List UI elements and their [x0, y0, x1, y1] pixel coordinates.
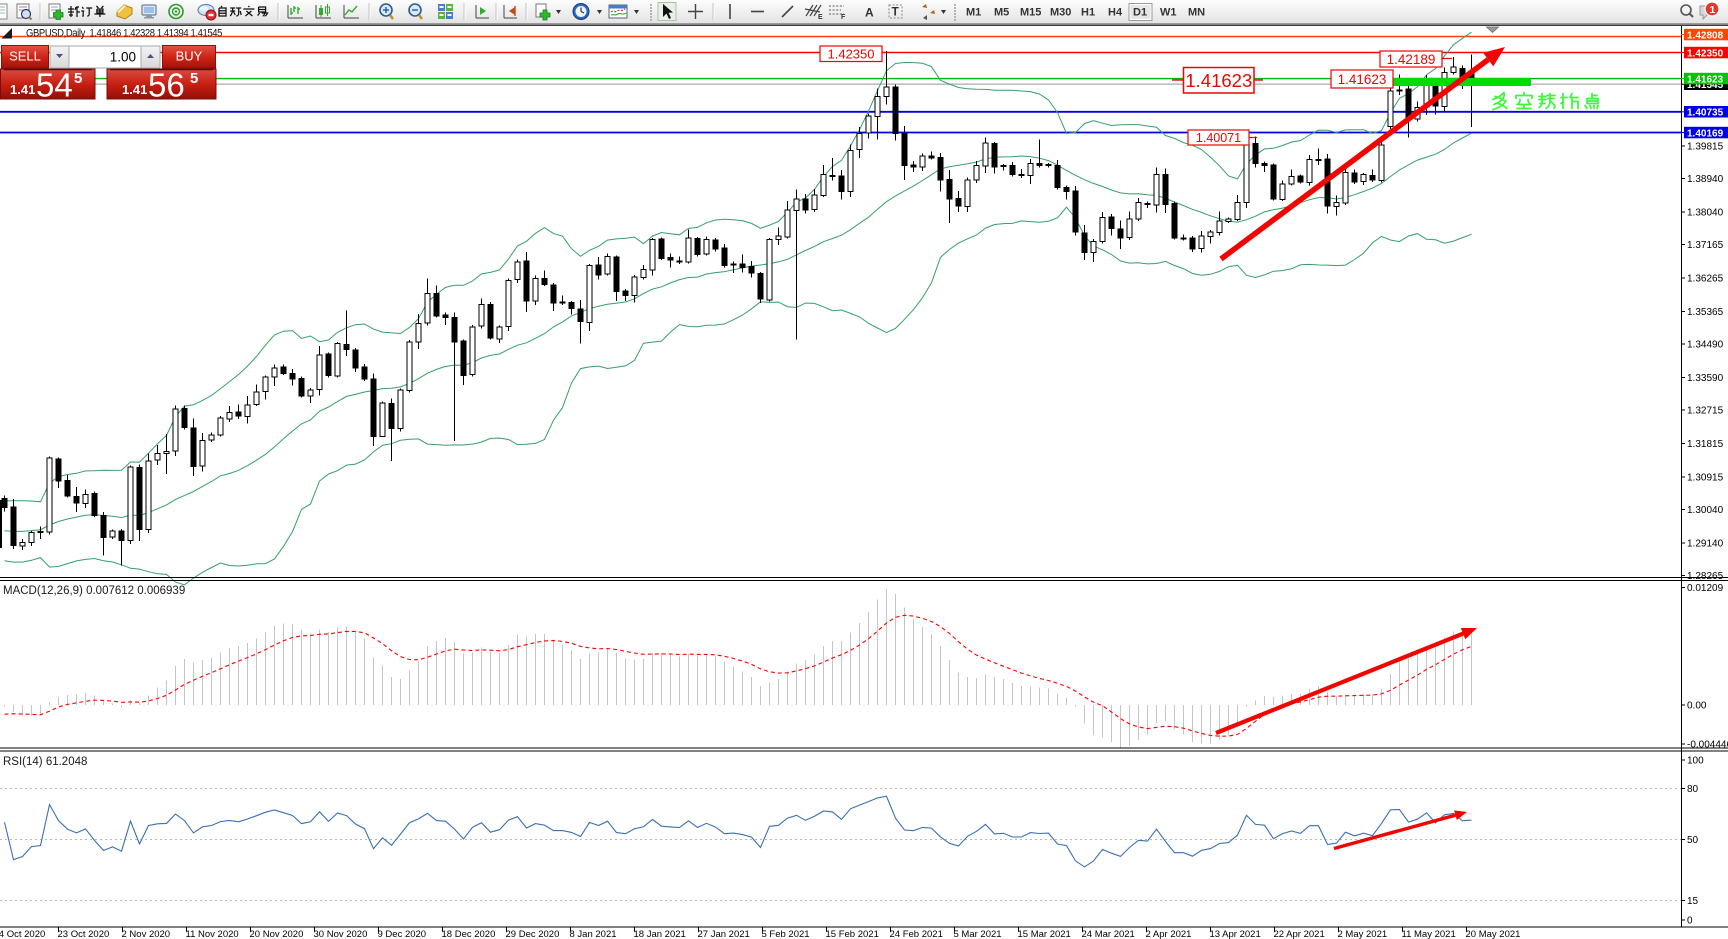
svg-text:M30: M30 [1050, 7, 1071, 19]
svg-text:M1: M1 [966, 7, 981, 19]
svg-text:15 Mar 2021: 15 Mar 2021 [1018, 929, 1071, 939]
svg-text:M5: M5 [994, 7, 1009, 19]
svg-text:E: E [818, 14, 823, 21]
svg-text:29 Dec 2020: 29 Dec 2020 [506, 929, 560, 939]
svg-text:MACD(12,26,9) 0.007612 0.00693: MACD(12,26,9) 0.007612 0.006939 [3, 585, 185, 597]
svg-text:0.00: 0.00 [1687, 701, 1707, 712]
svg-text:1.30915: 1.30915 [1687, 473, 1724, 484]
svg-text:8 Jan 2021: 8 Jan 2021 [570, 929, 617, 939]
svg-text:SELL: SELL [9, 49, 41, 64]
svg-text:1.34490: 1.34490 [1687, 340, 1724, 351]
svg-text:50: 50 [1687, 835, 1699, 846]
svg-text:0.01209: 0.01209 [1687, 583, 1724, 594]
svg-text:5 Feb 2021: 5 Feb 2021 [762, 929, 810, 939]
svg-text:1.28265: 1.28265 [1687, 571, 1724, 582]
svg-text:56: 56 [148, 67, 185, 104]
svg-text:BUY: BUY [176, 49, 203, 64]
svg-text:1.41623: 1.41623 [1338, 72, 1387, 87]
svg-text:23 Oct 2020: 23 Oct 2020 [58, 929, 110, 939]
svg-text:0: 0 [1687, 916, 1693, 927]
svg-text:1.36265: 1.36265 [1687, 274, 1724, 285]
svg-text:M15: M15 [1020, 7, 1041, 19]
svg-text:-0.004446: -0.004446 [1687, 740, 1728, 751]
svg-text:RSI(14) 61.2048: RSI(14) 61.2048 [3, 756, 87, 768]
svg-text:14 Oct 2020: 14 Oct 2020 [0, 929, 45, 939]
svg-text:5: 5 [74, 70, 82, 87]
svg-text:1.37165: 1.37165 [1687, 240, 1724, 251]
svg-text:1.41623: 1.41623 [1687, 74, 1724, 85]
svg-text:1.35365: 1.35365 [1687, 307, 1724, 318]
svg-text:W1: W1 [1160, 7, 1177, 19]
svg-text:1.41623: 1.41623 [1185, 70, 1252, 91]
svg-text:11 May 2021: 11 May 2021 [1402, 929, 1456, 939]
svg-text:T: T [892, 5, 900, 19]
svg-text:1.00: 1.00 [110, 50, 136, 65]
svg-text:GBPUSD,Daily 1.41846 1.42328: GBPUSD,Daily 1.41846 1.42328 1.41394 1.4… [26, 28, 222, 40]
svg-text:54: 54 [36, 67, 73, 104]
svg-text:1.40169: 1.40169 [1687, 128, 1724, 139]
svg-text:1.39815: 1.39815 [1687, 142, 1724, 153]
svg-text:D1: D1 [1133, 7, 1147, 19]
svg-text:A: A [865, 6, 874, 20]
svg-text:1.32715: 1.32715 [1687, 406, 1724, 417]
svg-text:5 Mar 2021: 5 Mar 2021 [954, 929, 1002, 939]
svg-text:F: F [841, 14, 846, 21]
svg-text:9 Dec 2020: 9 Dec 2020 [378, 929, 427, 939]
svg-text:MN: MN [1188, 7, 1205, 19]
svg-text:1.31815: 1.31815 [1687, 439, 1724, 450]
svg-text:1.38940: 1.38940 [1687, 174, 1724, 185]
svg-text:13 Apr 2021: 13 Apr 2021 [1210, 929, 1261, 939]
svg-text:18 Dec 2020: 18 Dec 2020 [442, 929, 496, 939]
svg-text:1.40735: 1.40735 [1687, 108, 1724, 119]
svg-text:1.42350: 1.42350 [828, 46, 875, 61]
svg-text:1.41545: 1.41545 [1687, 80, 1724, 91]
svg-text:15: 15 [1687, 896, 1699, 907]
svg-text:1.42808: 1.42808 [1687, 30, 1724, 41]
svg-text:15 Feb 2021: 15 Feb 2021 [826, 929, 879, 939]
svg-text:H4: H4 [1108, 7, 1123, 19]
svg-text:1.30040: 1.30040 [1687, 505, 1724, 516]
svg-text:30 Nov 2020: 30 Nov 2020 [314, 929, 368, 939]
svg-text:2 May 2021: 2 May 2021 [1338, 929, 1388, 939]
svg-text:1: 1 [1710, 4, 1716, 16]
svg-text:1.41: 1.41 [10, 82, 35, 97]
svg-text:20 Nov 2020: 20 Nov 2020 [250, 929, 304, 939]
svg-text:2 Apr 2021: 2 Apr 2021 [1146, 929, 1192, 939]
svg-text:1.29140: 1.29140 [1687, 539, 1724, 550]
svg-text:2 Nov 2020: 2 Nov 2020 [122, 929, 171, 939]
svg-text:27 Jan 2021: 27 Jan 2021 [698, 929, 750, 939]
svg-text:100: 100 [1687, 756, 1704, 767]
svg-text:1.33590: 1.33590 [1687, 373, 1724, 384]
svg-text:20 May 2021: 20 May 2021 [1466, 929, 1521, 939]
svg-text:1.42350: 1.42350 [1687, 48, 1724, 59]
svg-text:24 Feb 2021: 24 Feb 2021 [890, 929, 943, 939]
svg-text:1.42189: 1.42189 [1387, 52, 1436, 67]
svg-text:1.41: 1.41 [122, 82, 147, 97]
svg-text:5: 5 [190, 70, 198, 87]
svg-text:11 Nov 2020: 11 Nov 2020 [186, 929, 239, 939]
svg-text:22 Apr 2021: 22 Apr 2021 [1274, 929, 1325, 939]
svg-text:1.38040: 1.38040 [1687, 208, 1724, 219]
svg-text:80: 80 [1687, 784, 1699, 795]
svg-text:18 Jan 2021: 18 Jan 2021 [634, 929, 686, 939]
svg-text:24 Mar 2021: 24 Mar 2021 [1082, 929, 1135, 939]
svg-text:H1: H1 [1081, 7, 1095, 19]
svg-text:1.40071: 1.40071 [1196, 131, 1241, 145]
